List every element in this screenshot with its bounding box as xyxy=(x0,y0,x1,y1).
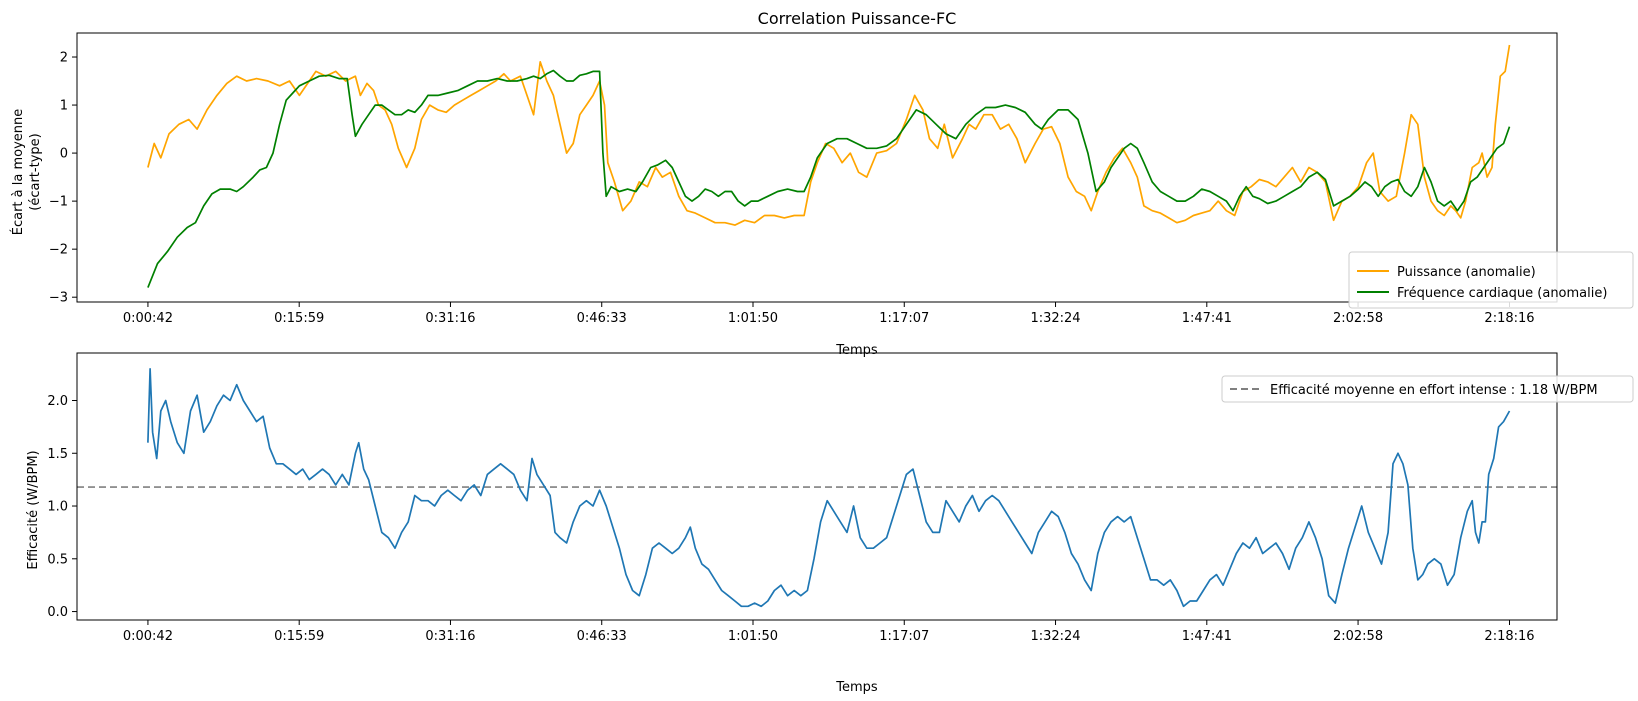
bottom-y-tick-label-4: 2.0 xyxy=(47,394,68,409)
bottom-y-tick-label-2: 1.0 xyxy=(47,500,68,515)
top-y-tick-label-4: 1 xyxy=(60,99,68,114)
bottom-series-line-0 xyxy=(147,367,1511,608)
top-x-tick-label-6: 1:32:24 xyxy=(1030,311,1080,326)
top-x-tick-label-3: 0:46:33 xyxy=(577,311,627,326)
bottom-y-tick-label-1: 0.5 xyxy=(47,552,68,567)
top-x-tick-label-2: 0:31:16 xyxy=(425,311,475,326)
top-x-axis-label: Temps xyxy=(835,343,878,358)
top-series-line-0 xyxy=(147,44,1511,226)
top-x-tick-label-5: 1:17:07 xyxy=(879,311,929,326)
bottom-y-tick-label-3: 1.5 xyxy=(47,447,68,462)
bottom-x-tick-label-8: 2:02:58 xyxy=(1333,629,1383,644)
top-x-tick-label-8: 2:02:58 xyxy=(1333,311,1383,326)
bottom-x-tick-label-9: 2:18:16 xyxy=(1484,629,1534,644)
bottom-x-tick-label-4: 1:01:50 xyxy=(728,629,778,644)
bottom-legend: Efficacité moyenne en effort intense : 1… xyxy=(1221,375,1634,403)
bottom-subplot: 0:00:42 0:15:59 0:31:16 0:46:33 1:01:50 1:17:… xyxy=(26,352,1634,695)
bottom-x-tick-label-2: 0:31:16 xyxy=(425,629,475,644)
top-x-tick-label-0: 0:00:42 xyxy=(123,311,173,326)
bottom-x-tick-label-5: 1:17:07 xyxy=(879,629,929,644)
top-y-tick-label-0: −3 xyxy=(49,291,68,306)
bottom-y-tick-label-0: 0.0 xyxy=(47,605,68,620)
bottom-axes-frame xyxy=(76,352,1558,621)
top-x-tick-label-4: 1:01:50 xyxy=(728,311,778,326)
bottom-legend-box xyxy=(1221,375,1634,403)
top-legend-box xyxy=(1348,251,1634,309)
top-plot-area: 0:00:42 0:15:59 0:31:16 0:46:33 1:01:50 1:17:… xyxy=(49,32,1558,326)
bottom-x-tick-label-0: 0:00:42 xyxy=(123,629,173,644)
top-legend: Puissance (anomalie) Fréquence cardiaque… xyxy=(1348,251,1634,309)
top-y-axis-label-line2: (écart-type) xyxy=(28,133,43,210)
bottom-y-axis-label: Efficacité (W/BPM) xyxy=(26,450,41,569)
bottom-plot-area: 0:00:42 0:15:59 0:31:16 0:46:33 1:01:50 1:17:… xyxy=(47,352,1558,644)
bottom-x-tick-label-6: 1:32:24 xyxy=(1030,629,1080,644)
top-y-axis-label-line1: Écart à la moyenne xyxy=(10,109,26,236)
top-chart-title: Correlation Puissance-FC xyxy=(758,9,957,28)
top-y-tick-label-1: −2 xyxy=(49,243,68,258)
bottom-x-tick-label-1: 0:15:59 xyxy=(274,629,324,644)
legend-label-frequence: Fréquence cardiaque (anomalie) xyxy=(1397,286,1607,301)
top-subplot: Correlation Puissance-FC 0:00:42 0:15:59 0… xyxy=(10,9,1634,358)
bottom-x-axis-label: Temps xyxy=(835,680,878,695)
top-y-tick-label-5: 2 xyxy=(60,51,68,66)
legend-label-mean-efficiency: Efficacité moyenne en effort intense : 1… xyxy=(1270,383,1598,398)
top-x-tick-label-7: 1:47:41 xyxy=(1182,311,1232,326)
top-axes-frame xyxy=(76,32,1558,303)
bottom-x-tick-label-3: 0:46:33 xyxy=(577,629,627,644)
top-y-tick-label-2: −1 xyxy=(49,195,68,210)
top-series-line-1 xyxy=(147,69,1511,288)
bottom-x-tick-label-7: 1:47:41 xyxy=(1182,629,1232,644)
legend-label-puissance: Puissance (anomalie) xyxy=(1397,265,1536,280)
top-y-tick-label-3: 0 xyxy=(60,147,68,162)
top-x-tick-label-1: 0:15:59 xyxy=(274,311,324,326)
top-x-tick-label-9: 2:18:16 xyxy=(1484,311,1534,326)
